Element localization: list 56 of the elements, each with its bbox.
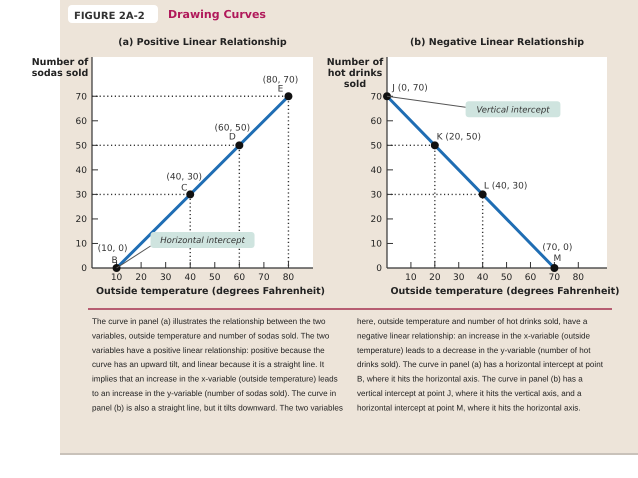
x-tick-label: 70 xyxy=(548,273,560,283)
y-axis-title: Number of sodas sold xyxy=(32,57,90,79)
annotation: (60, 50) xyxy=(214,123,250,134)
y-tick-label: 10 xyxy=(76,239,88,250)
annotation: Vertical intercept xyxy=(476,105,550,116)
annotation: K (20, 50) xyxy=(436,132,482,142)
chart-title: (b) Negative Linear Relationship xyxy=(410,37,584,48)
y-tick-label: 70 xyxy=(76,92,88,102)
x-axis-title: Outside temperature (degrees Fahrenheit) xyxy=(390,286,620,297)
annotation: B xyxy=(111,256,118,266)
y-tick-label: 50 xyxy=(76,141,88,152)
x-tick-label: 10 xyxy=(405,273,417,283)
x-tick-label: 60 xyxy=(234,273,246,283)
x-tick-label: 60 xyxy=(524,273,536,283)
annotation: J (0, 70) xyxy=(391,83,428,94)
x-tick-label: 80 xyxy=(572,273,584,283)
annotation: L (40, 30) xyxy=(484,181,528,192)
caption: FIGURE 2A-2 xyxy=(74,11,145,22)
annotation: (40, 30) xyxy=(166,172,202,182)
annotation: (10, 0) xyxy=(98,244,128,254)
y-tick-label: 50 xyxy=(370,141,382,152)
y-tick-label: 20 xyxy=(370,214,382,225)
y-tick-label: 30 xyxy=(370,190,382,200)
y-tick-label: 0 xyxy=(376,264,382,274)
y-tick-label: 20 xyxy=(76,214,88,225)
x-tick-label: 40 xyxy=(476,273,489,283)
text: Drawing Curves xyxy=(168,8,266,21)
annotation: M xyxy=(554,254,562,264)
text: The curve in panel (a) illustrates the relationship between the two variables, outside temperature and number of sodas sold. The two variables have a positive linear relationship: positive because the curve has an upward tilt, and linear because it is a straight line. It implies that an increase in the x-variable (outside temperature) leads to an increase in the y-variable (number of sodas sold). The curve in panel (b) is also a straight line, but it tilts downward. The two variables here, outside temperature and number of hot drinks sold, have a negative linear relationship: an increase in the x-variable (outside temperature) leads to a decrease in the y-variable (number of hot drinks sold). The curve in panel (a) has a horizontal intercept at point B, where it hits the horizontal axis. The curve in panel (b) has a vertical intercept at point J, where it hits the vertical axis, and a horizontal intercept at point M, where it hits the horizontal axis. xyxy=(92,317,603,412)
y-tick-label: 40 xyxy=(76,166,88,176)
x-tick-label: 20 xyxy=(135,273,148,283)
annotation: Horizontal intercept xyxy=(160,236,246,246)
annotation: (70, 0) xyxy=(542,243,572,253)
x-tick-label: 30 xyxy=(160,273,172,283)
annotation: C xyxy=(181,183,188,194)
y-tick-label: 10 xyxy=(370,239,382,250)
annotation: D xyxy=(228,132,236,142)
y-tick-label: 60 xyxy=(370,116,382,127)
x-tick-label: 70 xyxy=(258,273,270,283)
y-tick-label: 0 xyxy=(81,264,88,274)
x-tick-label: 50 xyxy=(500,273,513,283)
y-tick-label: 60 xyxy=(76,116,88,127)
annotation: (80, 70) xyxy=(262,75,298,86)
chart-title: (a) Positive Linear Relationship xyxy=(118,37,287,48)
annotation: E xyxy=(278,84,284,94)
x-tick-label: 80 xyxy=(282,273,294,283)
x-tick-label: 20 xyxy=(429,273,441,283)
y-tick-label: 70 xyxy=(370,92,382,102)
y-tick-label: 40 xyxy=(370,166,382,176)
x-tick-label: 40 xyxy=(184,273,196,283)
x-tick-label: 10 xyxy=(110,273,123,283)
x-axis-title: Outside temperature (degrees Fahrenheit) xyxy=(96,286,326,297)
x-tick-label: 30 xyxy=(453,273,465,283)
y-axis-title: Number of hot drinks sold xyxy=(326,57,384,90)
x-tick-label: 50 xyxy=(209,273,221,283)
y-tick-label: 30 xyxy=(76,190,88,200)
